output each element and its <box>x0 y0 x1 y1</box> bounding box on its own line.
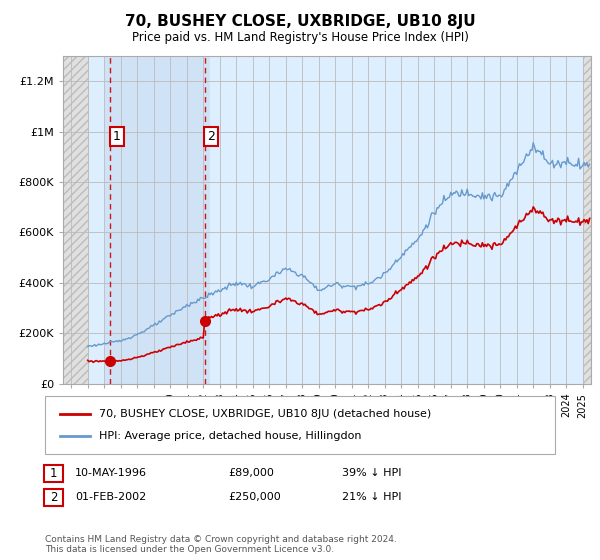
Text: £250,000: £250,000 <box>228 492 281 502</box>
Bar <box>106 56 209 384</box>
Text: Contains HM Land Registry data © Crown copyright and database right 2024.
This d: Contains HM Land Registry data © Crown c… <box>45 535 397 554</box>
Bar <box>63 56 88 384</box>
Text: 1: 1 <box>50 466 57 480</box>
Text: 21% ↓ HPI: 21% ↓ HPI <box>342 492 401 502</box>
Text: 01-FEB-2002: 01-FEB-2002 <box>75 492 146 502</box>
Text: £89,000: £89,000 <box>228 468 274 478</box>
Text: 2: 2 <box>50 491 57 504</box>
Text: 10-MAY-1996: 10-MAY-1996 <box>75 468 147 478</box>
Text: 2: 2 <box>207 130 215 143</box>
Bar <box>583 56 591 384</box>
Text: 70, BUSHEY CLOSE, UXBRIDGE, UB10 8JU (detached house): 70, BUSHEY CLOSE, UXBRIDGE, UB10 8JU (de… <box>99 409 431 419</box>
Text: 70, BUSHEY CLOSE, UXBRIDGE, UB10 8JU: 70, BUSHEY CLOSE, UXBRIDGE, UB10 8JU <box>125 14 475 29</box>
Text: HPI: Average price, detached house, Hillingdon: HPI: Average price, detached house, Hill… <box>99 431 361 441</box>
Text: 1: 1 <box>113 130 121 143</box>
Text: Price paid vs. HM Land Registry's House Price Index (HPI): Price paid vs. HM Land Registry's House … <box>131 31 469 44</box>
Text: 39% ↓ HPI: 39% ↓ HPI <box>342 468 401 478</box>
